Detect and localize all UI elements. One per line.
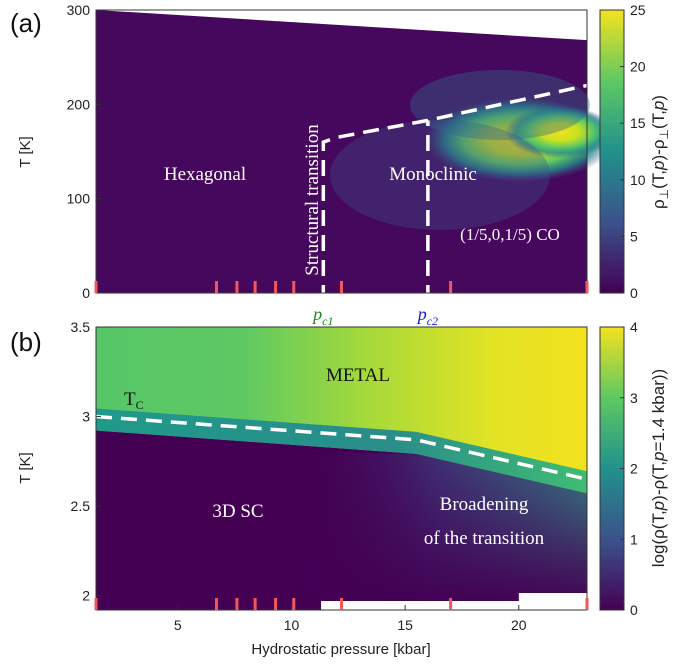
label-structural-transition: Structural transition [302,124,323,276]
panel-a-label: (a) [10,8,42,38]
label-metal: METAL [326,365,390,386]
y-tick-label-a: 0 [82,285,90,301]
colorbar-tick-label: 0 [630,285,638,301]
colorbar-tick-label: 3 [630,390,638,406]
colorbar-tick-label: 5 [630,228,638,244]
x-axis-title: Hydrostatic pressure [kbar] [251,641,430,658]
label-broadening-1: Broadening [440,494,529,515]
x-tick-label: 20 [511,617,527,633]
heatmap-b-broadening [291,452,587,610]
pressure-markers-b [94,598,589,610]
label-tc: TC [124,389,144,412]
y-tick-label-a: 200 [67,96,91,112]
colorbar-b-title: log(ρ(T,p)-ρ(T,p=1.4 kbar)) [649,369,668,567]
colorbar-tick-label: 4 [630,319,638,335]
monoclinic-halo [330,120,550,230]
y-tick-label-a: 300 [67,2,91,18]
y-axis-title-a: T [K] [17,136,34,167]
no-data-region [321,593,587,610]
panel-b-label: (b) [10,327,42,357]
colorbar-a-ticks: 0 5 10 15 20 25 [620,2,646,301]
y-ticks-b: 2 2.5 3 3.5 [71,319,101,604]
y-tick-label-b: 3 [82,409,90,425]
colorbar-a-title: ρ⊥(T,p)-ρ⊥(T,p) [649,95,671,209]
y-ticks-a: 0 100 200 300 [67,2,101,301]
label-3d-sc: 3D SC [212,501,263,522]
colorbar-a [599,9,625,294]
x-ticks-b: 5 10 15 20 [174,605,527,633]
x-tick-label: 5 [174,617,182,633]
structural-transition-line [321,83,588,301]
label-co-order: (1/5,0,1/5) CO [460,225,560,244]
colorbar-tick-label: 10 [630,172,646,188]
critical-pressure-c1: pc1 [311,304,333,328]
colorbar-tick-label: 2 [630,461,638,477]
colorbar-tick-label: 1 [630,531,638,547]
label-broadening-2: of the transition [424,528,545,549]
label-monoclinic: Monoclinic [389,164,477,185]
colorbar-tick-label: 20 [630,59,646,75]
x-tick-label: 15 [397,617,413,633]
heatmap-a-base [96,10,587,293]
label-hexagonal: Hexagonal [164,164,246,185]
y-tick-label-b: 3.5 [71,319,91,335]
y-tick-label-b: 2.5 [71,498,91,514]
colorbar-b-ticks: 0 1 2 3 4 [620,319,638,618]
y-tick-label-a: 100 [67,191,91,207]
critical-pressure-c2: pc2 [416,304,438,328]
y-tick-label-b: 2 [82,588,90,604]
y-axis-title-b: T [K] [17,452,34,483]
colorbar-tick-label: 15 [630,115,646,131]
critical-pressure-labels: pc1 pc2 [311,304,438,328]
panel-b: 22.533.5 5 10 15 20 METAL TC 3D SC Broadeni… [10,319,668,658]
tc-dashed-line [95,414,588,481]
colorbar-tick-label: 25 [630,2,646,18]
x-tick-label: 10 [284,617,300,633]
tc-band [96,408,587,494]
pressure-markers-a [94,281,589,293]
colorbar-tick-label: 0 [630,602,638,618]
